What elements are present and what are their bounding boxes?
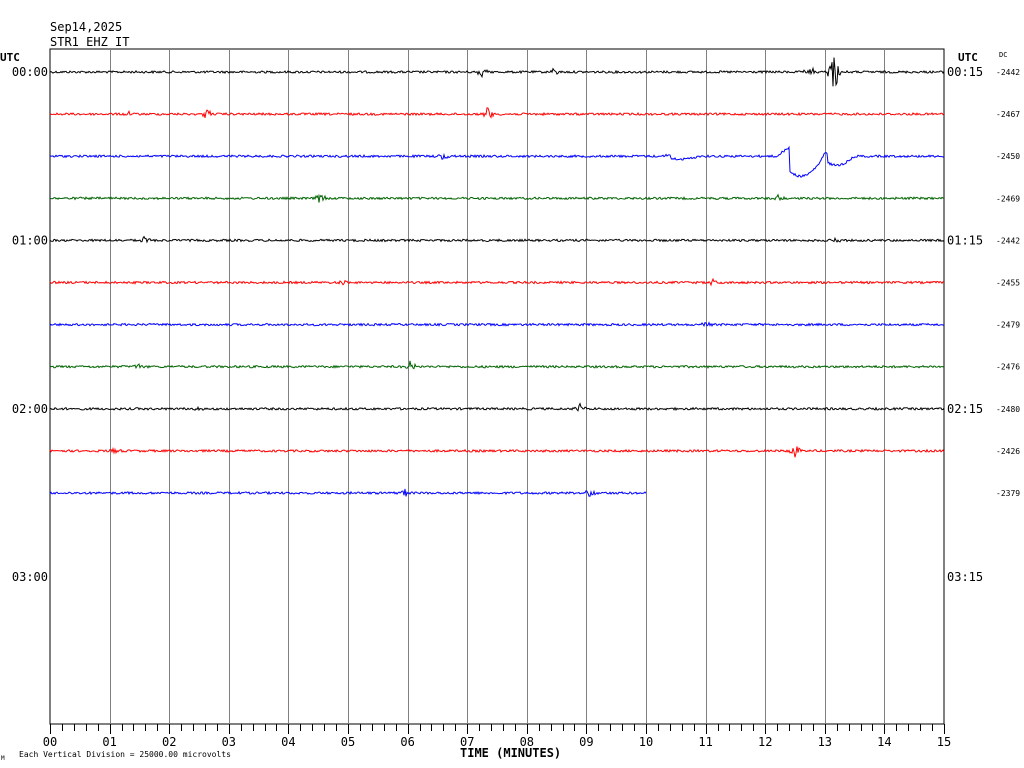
dc-offset-label: -2479 — [996, 321, 1020, 330]
station-label: STR1 EHZ IT — [50, 35, 129, 49]
x-tick-label: 01 — [102, 735, 116, 749]
x-tick-label: 04 — [281, 735, 295, 749]
left-utc-label: UTC — [0, 51, 20, 64]
axis-labels: 00 01 02 03 04 05 06 07 08 09 10 11 12 13 14 15 00:00 01:… — [12, 65, 1020, 749]
seismic-trace-row-2 — [49, 145, 945, 178]
x-tick-label: 13 — [818, 735, 832, 749]
x-tick-label: 06 — [400, 735, 414, 749]
dc-offset-label: -2379 — [996, 489, 1020, 498]
seismic-trace-row-5 — [49, 277, 945, 287]
seismic-trace-row-8 — [49, 402, 945, 412]
x-axis-title: TIME (MINUTES) — [460, 746, 561, 760]
right-utc-label: UTC — [958, 51, 978, 64]
dc-offset-label: -2450 — [996, 152, 1020, 161]
x-tick-label: 03 — [222, 735, 236, 749]
x-tick-label: 00 — [43, 735, 57, 749]
x-tick-label: 05 — [341, 735, 355, 749]
dc-header-label: DC — [999, 51, 1007, 59]
seismic-trace-row-3 — [49, 193, 945, 203]
dc-offset-label: -2469 — [996, 194, 1020, 203]
seismic-trace-row-0 — [49, 57, 945, 87]
dc-offset-label: -2442 — [996, 68, 1020, 77]
seismic-trace-row-4 — [49, 235, 945, 244]
dc-offset-label: -2442 — [996, 236, 1020, 245]
left-time-label: 02:00 — [12, 402, 48, 416]
x-tick-label: 07 — [460, 735, 474, 749]
x-tick-label: 15 — [937, 735, 951, 749]
vertical-division-note: Each Vertical Division = 25000.00 microv… — [19, 750, 231, 759]
dc-offset-label: -2480 — [996, 405, 1020, 414]
seismic-trace-row-6 — [49, 321, 945, 328]
seismic-trace-row-1 — [49, 107, 945, 119]
minute-grid — [49, 48, 945, 734]
dc-offset-label: -2476 — [996, 363, 1020, 372]
right-time-label: 02:15 — [947, 402, 983, 416]
x-tick-label: 08 — [520, 735, 534, 749]
x-tick-label: 02 — [162, 735, 176, 749]
corner-mark: M — [1, 755, 5, 762]
right-time-label: 03:15 — [947, 570, 983, 584]
trace-group — [49, 57, 945, 497]
x-tick-label: 12 — [758, 735, 772, 749]
seismic-trace-row-9 — [49, 446, 945, 458]
right-time-label: 01:15 — [947, 233, 983, 247]
left-time-label: 03:00 — [12, 570, 48, 584]
seismic-trace-row-10 — [49, 488, 647, 497]
x-tick-label: 11 — [698, 735, 712, 749]
left-time-label: 01:00 — [12, 233, 48, 247]
dc-offset-label: -2426 — [996, 447, 1020, 456]
dc-offset-label: -2455 — [996, 279, 1020, 288]
x-tick-label: 14 — [877, 735, 891, 749]
dc-offset-label: -2467 — [996, 110, 1020, 119]
x-tick-label: 09 — [579, 735, 593, 749]
date-label: Sep14,2025 — [50, 20, 122, 34]
plot-frame — [49, 48, 945, 725]
right-time-label: 00:15 — [947, 65, 983, 79]
left-time-label: 00:00 — [12, 65, 48, 79]
x-tick-label: 10 — [639, 735, 653, 749]
seismic-trace-row-7 — [49, 360, 945, 370]
